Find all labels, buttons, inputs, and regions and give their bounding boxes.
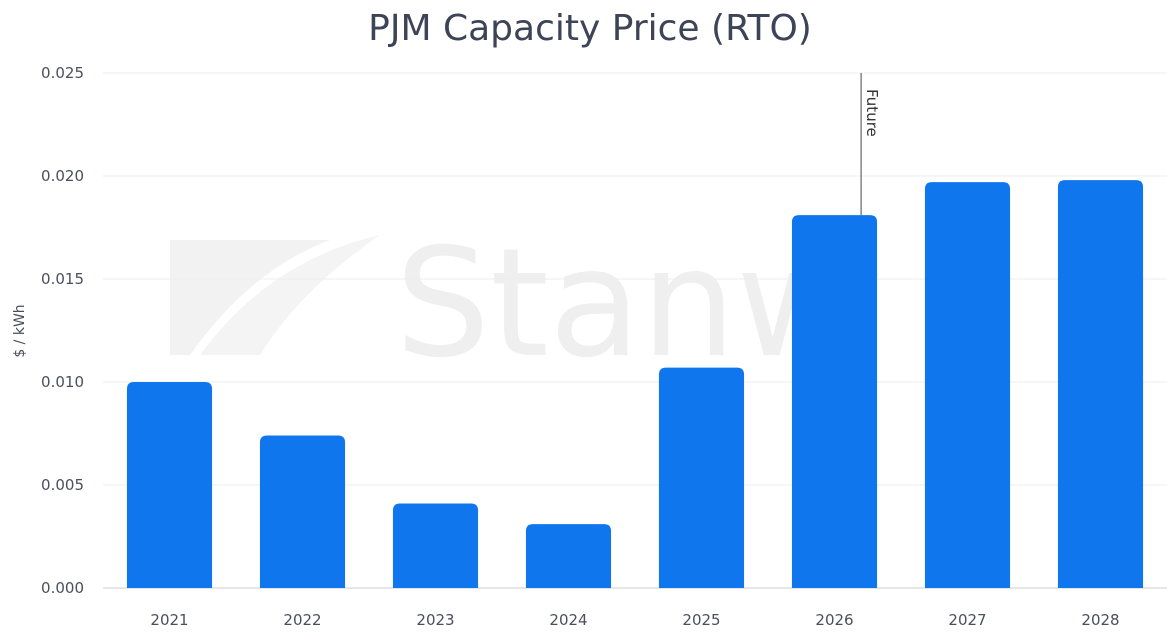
bar-2021[interactable]	[126, 382, 213, 588]
bar-2023[interactable]	[392, 503, 479, 588]
y-tick-label: 0.010	[41, 373, 84, 391]
x-tick-label: 2027	[948, 611, 986, 629]
x-tick-label: 2022	[283, 611, 321, 629]
y-tick-label: 0.025	[41, 64, 84, 82]
y-tick-label: 0.000	[41, 579, 84, 597]
y-tick-label: 0.020	[41, 167, 84, 185]
bar-2024[interactable]	[525, 524, 612, 588]
bar-2025[interactable]	[658, 367, 745, 588]
x-tick-label: 2026	[815, 611, 853, 629]
chart-title: PJM Capacity Price (RTO)	[368, 8, 812, 49]
x-tick-label: 2024	[549, 611, 587, 629]
x-axis-ticks: 2021 2022 2023 2024 2025 2026 2027 2028	[150, 611, 1119, 629]
annotation-label: Future	[863, 89, 881, 137]
y-axis-ticks: 0.000 0.005 0.010 0.015 0.020 0.025	[41, 64, 84, 597]
watermark-text: Stanw	[395, 217, 859, 391]
y-tick-label: 0.015	[41, 270, 84, 288]
future-annotation: Future	[860, 73, 881, 216]
x-tick-label: 2028	[1081, 611, 1119, 629]
x-tick-label: 2023	[416, 611, 454, 629]
x-tick-label: 2021	[150, 611, 188, 629]
x-tick-label: 2025	[682, 611, 720, 629]
bar-2022[interactable]	[259, 435, 346, 588]
y-axis-label: $ / kWh	[12, 304, 28, 357]
watermark-logo: Stanw	[170, 217, 859, 391]
bar-series	[126, 180, 1144, 588]
y-tick-label: 0.005	[41, 476, 84, 494]
bar-2028[interactable]	[1057, 180, 1144, 588]
bar-2027[interactable]	[924, 182, 1011, 588]
bar-2026[interactable]	[791, 215, 878, 588]
